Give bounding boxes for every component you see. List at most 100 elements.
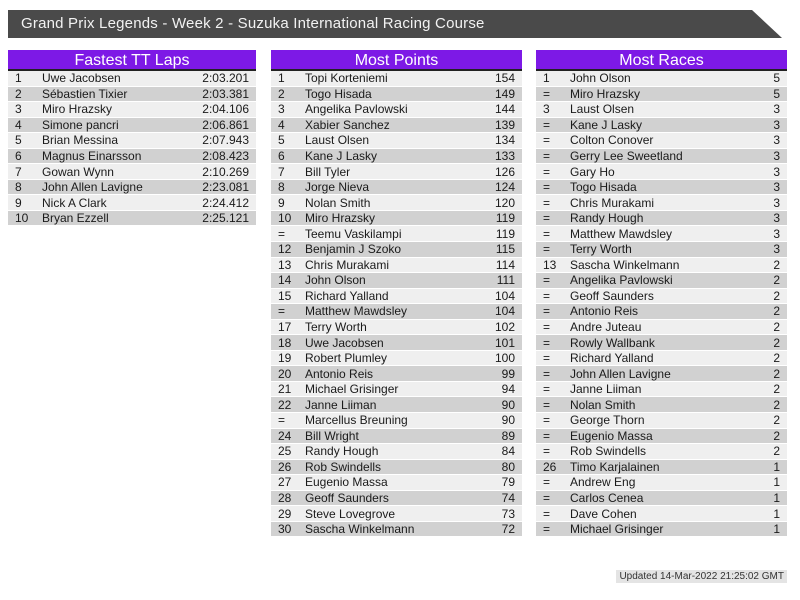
cell-value: 114 <box>495 257 515 272</box>
cell-rank: 17 <box>278 320 292 335</box>
cell-rank: 13 <box>278 257 292 272</box>
table-most-points: Most Points 1 Topi Korteniemi 154 2 Togo His… <box>271 50 522 538</box>
cell-name: Topi Korteniemi <box>305 71 388 86</box>
cell-rank: 30 <box>278 522 292 537</box>
cell-rank: = <box>543 304 551 319</box>
cell-rank: 7 <box>278 164 285 179</box>
cell-value: 2 <box>773 288 780 303</box>
table-row: 3 Angelika Pavlowski 144 <box>271 102 522 118</box>
cell-rank: 2 <box>278 86 285 101</box>
page-title-bar: Grand Prix Legends - Week 2 - Suzuka Int… <box>8 10 782 38</box>
cell-value: 119 <box>495 211 515 226</box>
table-title-most-races: Most Races <box>536 50 787 71</box>
table-row: 10 Bryan Ezzell 2:25.121 <box>8 210 256 227</box>
table-row: 30 Sascha Winkelmann 72 <box>271 521 522 538</box>
cell-rank: 19 <box>278 351 292 366</box>
cell-name: Togo Hisada <box>570 180 637 195</box>
cell-rank: 2 <box>15 86 22 101</box>
cell-name: Robert Plumley <box>305 351 388 366</box>
cell-value: 2 <box>773 351 780 366</box>
cell-value: 154 <box>494 71 515 86</box>
cell-value: 133 <box>494 149 515 163</box>
table-row: 15 Richard Yalland 104 <box>271 288 522 305</box>
table-row: 6 Kane J Lasky 133 <box>271 148 522 165</box>
table-row: 28 Geoff Saunders 74 <box>271 490 522 507</box>
table-row: = Chris Murakami 3 <box>536 195 787 211</box>
cell-name: Teemu Vaskilampi <box>305 226 402 241</box>
cell-name: Bill Tyler <box>305 164 351 179</box>
cell-rank: = <box>543 226 551 241</box>
table-row: 27 Eugenio Massa 79 <box>271 475 522 491</box>
table-row: 1 Topi Korteniemi 154 <box>271 71 522 87</box>
cell-name: Geoff Saunders <box>570 288 654 303</box>
cell-rank: = <box>543 413 551 428</box>
cell-rank: 21 <box>278 382 292 397</box>
cell-name: Bill Wright <box>305 428 359 443</box>
cell-value: 2:08.423 <box>202 149 249 163</box>
cell-value: 104 <box>494 304 515 319</box>
cell-name: Matthew Mawdsley <box>305 304 408 319</box>
cell-name: Benjamin J Szoko <box>305 242 402 257</box>
cell-name: Gerry Lee Sweetland <box>570 149 683 163</box>
cell-value: 2 <box>773 335 780 350</box>
cell-rank: = <box>543 366 551 381</box>
cell-value: 2 <box>773 382 780 397</box>
cell-value: 2 <box>773 273 780 288</box>
cell-value: 2 <box>773 304 780 319</box>
cell-rank: = <box>543 475 551 490</box>
table-row: = Colton Conover 3 <box>536 133 787 149</box>
cell-value: 3 <box>773 211 780 226</box>
cell-name: Nick A Clark <box>42 195 107 210</box>
table-row: = Gary Ho 3 <box>536 164 787 180</box>
cell-name: Terry Worth <box>570 242 632 257</box>
cell-name: Miro Hrazsky <box>42 102 113 117</box>
cell-value: 126 <box>494 164 515 179</box>
cell-value: 1 <box>773 506 780 521</box>
cell-rank: 6 <box>278 149 285 163</box>
table-row: = Miro Hrazsky 5 <box>536 86 787 103</box>
cell-rank: 13 <box>543 257 557 272</box>
cell-rank: 12 <box>278 242 292 257</box>
cell-rank: 14 <box>278 273 292 288</box>
cell-rank: = <box>543 273 551 288</box>
cell-rank: 1 <box>278 71 285 86</box>
cell-rank: 4 <box>278 117 285 132</box>
table-row: 26 Timo Karjalainen 1 <box>536 459 787 476</box>
cell-name: Janne Liiman <box>570 382 642 397</box>
cell-value: 1 <box>773 459 780 474</box>
cell-rank: 8 <box>278 180 285 195</box>
cell-name: Geoff Saunders <box>305 491 389 506</box>
cell-rank: 9 <box>15 195 22 210</box>
cell-value: 2 <box>773 366 780 381</box>
table-row: = Michael Grisinger 1 <box>536 521 787 538</box>
table-most-races: Most Races 1 John Olson 5 = Miro Hrazsky 5 3 La… <box>536 50 787 538</box>
table-row: 9 Nolan Smith 120 <box>271 195 522 211</box>
cell-name: George Thorn <box>570 413 645 428</box>
cell-value: 3 <box>773 180 780 195</box>
cell-rank: 27 <box>278 475 292 490</box>
cell-name: Gowan Wynn <box>42 164 114 179</box>
cell-rank: 29 <box>278 506 292 521</box>
table-row: = Marcellus Breuning 90 <box>271 413 522 429</box>
updated-timestamp: Updated 14-Mar-2022 21:25:02 GMT <box>616 570 787 583</box>
cell-name: Chris Murakami <box>305 257 390 272</box>
cell-name: Sascha Winkelmann <box>570 257 680 272</box>
cell-name: Jorge Nieva <box>305 180 370 195</box>
cell-value: 149 <box>494 86 515 101</box>
cell-rank: 15 <box>278 288 292 303</box>
cell-value: 73 <box>501 506 515 521</box>
table-row: 25 Randy Hough 84 <box>271 444 522 460</box>
cell-name: Steve Lovegrove <box>305 506 396 521</box>
cell-name: John Olson <box>305 273 366 288</box>
cell-name: Richard Yalland <box>305 288 389 303</box>
table-fastest-tt-laps: Fastest TT Laps 1 Uwe Jacobsen 2:03.201 2 Sé… <box>8 50 256 537</box>
cell-name: Miro Hrazsky <box>570 86 641 101</box>
table-row: 9 Nick A Clark 2:24.412 <box>8 195 256 211</box>
cell-rank: 26 <box>543 459 557 474</box>
cell-rank: = <box>543 288 551 303</box>
cell-value: 3 <box>773 226 780 241</box>
cell-value: 144 <box>494 102 515 117</box>
cell-name: Gary Ho <box>570 164 615 179</box>
cell-rank: 10 <box>278 211 292 226</box>
table-rows: 1 Uwe Jacobsen 2:03.201 2 Sébastien Tixier 2:… <box>8 71 256 227</box>
